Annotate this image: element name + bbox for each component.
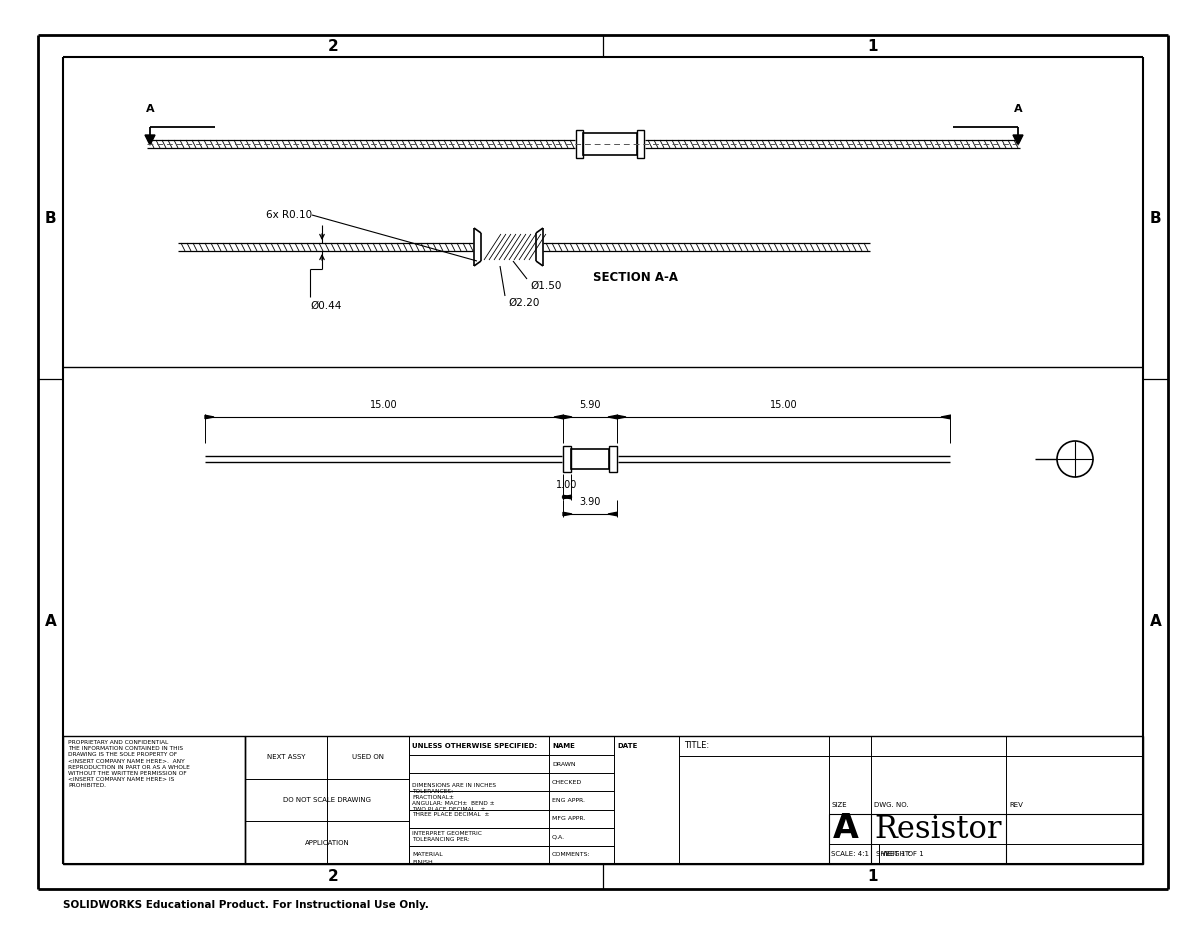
Text: REV: REV: [1009, 802, 1022, 808]
Text: 6x R0.10: 6x R0.10: [266, 210, 312, 220]
Text: B: B: [44, 210, 56, 225]
Text: 1: 1: [868, 39, 878, 54]
Text: DRAWN: DRAWN: [552, 762, 576, 767]
Text: UNLESS OTHERWISE SPECIFIED:: UNLESS OTHERWISE SPECIFIED:: [412, 743, 538, 749]
Text: WEIGHT:: WEIGHT:: [882, 851, 912, 857]
Text: SECTION A-A: SECTION A-A: [593, 271, 678, 284]
Text: FINISH: FINISH: [412, 859, 433, 865]
Text: 15.00: 15.00: [370, 400, 398, 410]
Text: ENG APPR.: ENG APPR.: [552, 798, 586, 803]
Bar: [563, 446, 571, 472]
Text: 15.00: 15.00: [769, 400, 797, 410]
Bar: [637, 130, 644, 158]
Text: SHEET 1 OF 1: SHEET 1 OF 1: [876, 851, 924, 857]
Text: A: A: [1150, 614, 1162, 629]
FancyArrow shape: [554, 415, 563, 419]
Text: MATERIAL: MATERIAL: [412, 853, 443, 857]
Bar: [245, 736, 1142, 864]
Text: APPLICATION: APPLICATION: [305, 840, 349, 845]
Text: PROPRIETARY AND CONFIDENTIAL
THE INFORMATION CONTAINED IN THIS
DRAWING IS THE SO: PROPRIETARY AND CONFIDENTIAL THE INFORMA…: [68, 740, 190, 788]
Text: INTERPRET GEOMETRIC
TOLERANCING PER:: INTERPRET GEOMETRIC TOLERANCING PER:: [412, 832, 482, 843]
Text: DO NOT SCALE DRAWING: DO NOT SCALE DRAWING: [283, 797, 371, 803]
Text: Resistor: Resistor: [875, 814, 1002, 844]
Polygon shape: [1013, 135, 1022, 145]
Text: USED ON: USED ON: [352, 755, 384, 760]
Text: 1: 1: [868, 869, 878, 884]
Text: NAME: NAME: [552, 743, 575, 749]
Text: 2: 2: [328, 869, 338, 884]
Text: Ø2.20: Ø2.20: [508, 298, 539, 308]
Text: 2: 2: [328, 39, 338, 54]
Text: Q.A.: Q.A.: [552, 834, 565, 839]
Text: MFG APPR.: MFG APPR.: [552, 816, 586, 821]
Text: SCALE: 4:1: SCALE: 4:1: [830, 851, 869, 857]
Text: B: B: [1150, 210, 1162, 225]
Text: SIZE: SIZE: [832, 802, 847, 808]
Text: DWG. NO.: DWG. NO.: [874, 802, 908, 808]
Polygon shape: [145, 135, 155, 145]
Text: NEXT ASSY: NEXT ASSY: [266, 755, 305, 760]
Bar: [583, 133, 637, 155]
Text: DIMENSIONS ARE IN INCHES
TOLERANCES:
FRACTIONAL±
ANGULAR: MACH±  BEND ±
TWO PLAC: DIMENSIONS ARE IN INCHES TOLERANCES: FRA…: [412, 783, 496, 818]
FancyArrow shape: [562, 495, 571, 499]
Text: 5.90: 5.90: [580, 400, 601, 410]
FancyArrow shape: [617, 415, 626, 419]
Bar: [576, 130, 583, 158]
Text: CHECKED: CHECKED: [552, 780, 582, 785]
Text: Ø0.44: Ø0.44: [310, 301, 341, 311]
FancyArrow shape: [608, 415, 617, 419]
Text: COMMENTS:: COMMENTS:: [552, 853, 590, 857]
Bar: [610, 446, 617, 472]
Text: A: A: [145, 104, 155, 114]
Bar: [571, 449, 610, 469]
Text: SOLIDWORKS Educational Product. For Instructional Use Only.: SOLIDWORKS Educational Product. For Inst…: [64, 900, 428, 910]
FancyArrow shape: [563, 495, 572, 499]
Text: TITLE:: TITLE:: [684, 742, 709, 751]
Text: 3.90: 3.90: [580, 497, 601, 507]
Text: Ø1.50: Ø1.50: [530, 281, 562, 291]
Text: 1.00: 1.00: [557, 480, 577, 490]
Text: A: A: [44, 614, 56, 629]
Bar: [64, 736, 245, 864]
FancyArrow shape: [205, 415, 214, 419]
FancyArrow shape: [563, 415, 572, 419]
FancyArrow shape: [563, 513, 572, 515]
FancyArrow shape: [941, 415, 950, 419]
Text: DATE: DATE: [617, 743, 637, 749]
FancyArrow shape: [608, 513, 617, 515]
Text: A: A: [833, 812, 859, 845]
Text: A: A: [1014, 104, 1022, 114]
